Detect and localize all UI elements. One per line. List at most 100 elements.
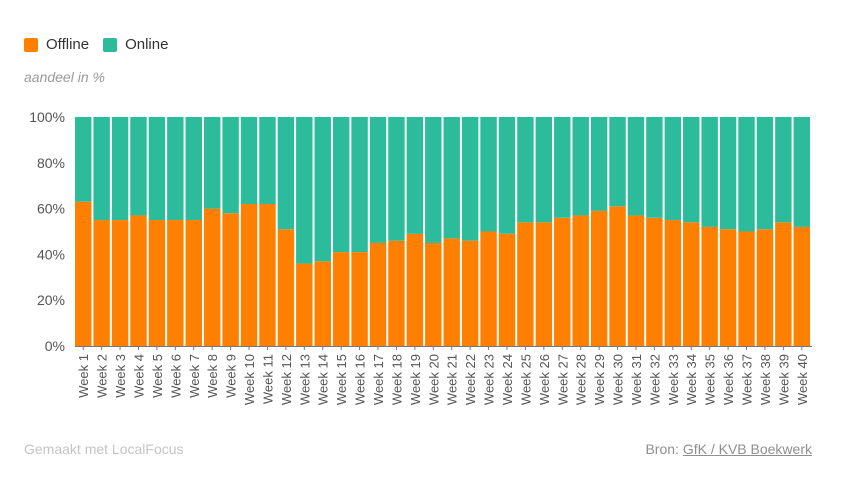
x-tick-label: Week 16 [353,354,368,405]
bar-offline [590,210,608,346]
x-tick-label: Week 39 [776,354,791,405]
bar-online [314,117,331,262]
bar-online [738,117,755,232]
bar-offline [480,231,497,346]
bar-online [425,117,442,243]
bar-offline [406,233,424,346]
x-tick-label: Week 17 [371,354,386,405]
bar-online [664,117,682,221]
x-tick-label: Week 1 [76,354,91,398]
bar-offline [167,220,184,346]
bar-online [93,117,110,221]
bar-offline [719,229,737,346]
x-tick-label: Week 3 [113,354,128,398]
x-tick-label: Week 32 [647,354,662,405]
x-tick-label: Week 33 [666,354,681,405]
bar-online [111,117,129,221]
bar-offline [775,222,792,346]
x-tick-label: Week 27 [555,354,570,405]
bar-online [627,117,645,216]
bar-offline [93,220,110,346]
x-tick-label: Week 20 [426,354,441,405]
bar-online [203,117,221,209]
y-unit-label: aandeel in % [24,69,105,85]
bar-offline [314,261,331,346]
legend-label-online: Online [125,36,169,53]
bar-offline [443,238,460,346]
bar-offline [259,204,276,346]
bar-online [609,117,626,207]
bar-online [683,117,700,223]
x-tick-label: Week 13 [297,354,312,405]
x-tick-label: Week 38 [758,354,773,405]
bar-offline [738,231,755,346]
bar-offline [351,252,368,346]
x-tick-label: Week 37 [740,354,755,405]
x-tick-label: Week 15 [334,354,349,405]
legend-label-offline: Offline [46,36,90,53]
bar-online [259,117,276,205]
bar-offline [425,242,442,346]
x-tick-label: Week 26 [537,354,552,405]
bar-offline [572,215,589,346]
bar-online [793,117,810,227]
x-tick-label: Week 10 [242,354,257,405]
bar-offline [535,222,553,346]
bar-offline [664,220,682,346]
bar-online [590,117,608,211]
bar-online [277,117,295,230]
x-tick-label: Week 23 [482,354,497,405]
x-tick-label: Week 6 [168,354,183,398]
bar-online [369,117,387,243]
made-with-credit: Gemaakt met LocalFocus [24,441,184,457]
bar-offline [461,240,479,346]
bar-offline [75,201,92,346]
bar-online [332,117,350,253]
bar-online [775,117,792,223]
bar-offline [111,220,129,346]
bar-online [296,117,313,264]
bar-offline [185,220,202,346]
bar-online [222,117,239,214]
bar-offline [701,226,718,346]
bar-offline [498,233,516,346]
y-tick-label: 0% [45,338,65,354]
bar-online [756,117,774,230]
bar-offline [627,215,645,346]
source-link[interactable]: GfK / KVB Boekwerk [682,441,812,457]
bar-offline [756,229,774,346]
bar-online [167,117,184,221]
x-tick-label: Week 35 [703,354,718,405]
bar-online [240,117,258,205]
y-tick-label: 40% [37,246,65,262]
legend-item-online[interactable]: Online [103,36,168,53]
bar-online [554,117,571,218]
bar-offline [683,222,700,346]
x-tick-label: Week 18 [389,354,404,405]
x-tick-label: Week 40 [795,354,810,405]
bar-offline [277,229,295,346]
source-credit: Bron: GfK / KVB Boekwerk [645,441,812,457]
x-tick-label: Week 25 [518,354,533,405]
bar-online [517,117,534,223]
legend-item-offline[interactable]: Offline [24,36,89,53]
x-tick-label: Week 21 [445,354,460,405]
bar-offline [203,208,221,346]
bar-online [148,117,166,221]
x-tick-label: Week 9 [224,354,239,398]
legend: Offline Online [24,36,182,53]
x-tick-label: Week 12 [279,354,294,405]
x-tick-label: Week 5 [150,354,165,398]
bar-offline [148,220,166,346]
x-tick-label: Week 11 [260,354,275,404]
bar-offline [332,252,350,346]
bar-online [572,117,589,216]
bar-offline [296,263,313,346]
bar-online [406,117,424,234]
x-tick-label: Week 14 [316,354,331,405]
x-tick-label: Week 24 [500,354,515,405]
x-tick-label: Week 30 [611,354,626,405]
bar-offline [793,226,810,346]
x-tick-label: Week 19 [408,354,423,405]
